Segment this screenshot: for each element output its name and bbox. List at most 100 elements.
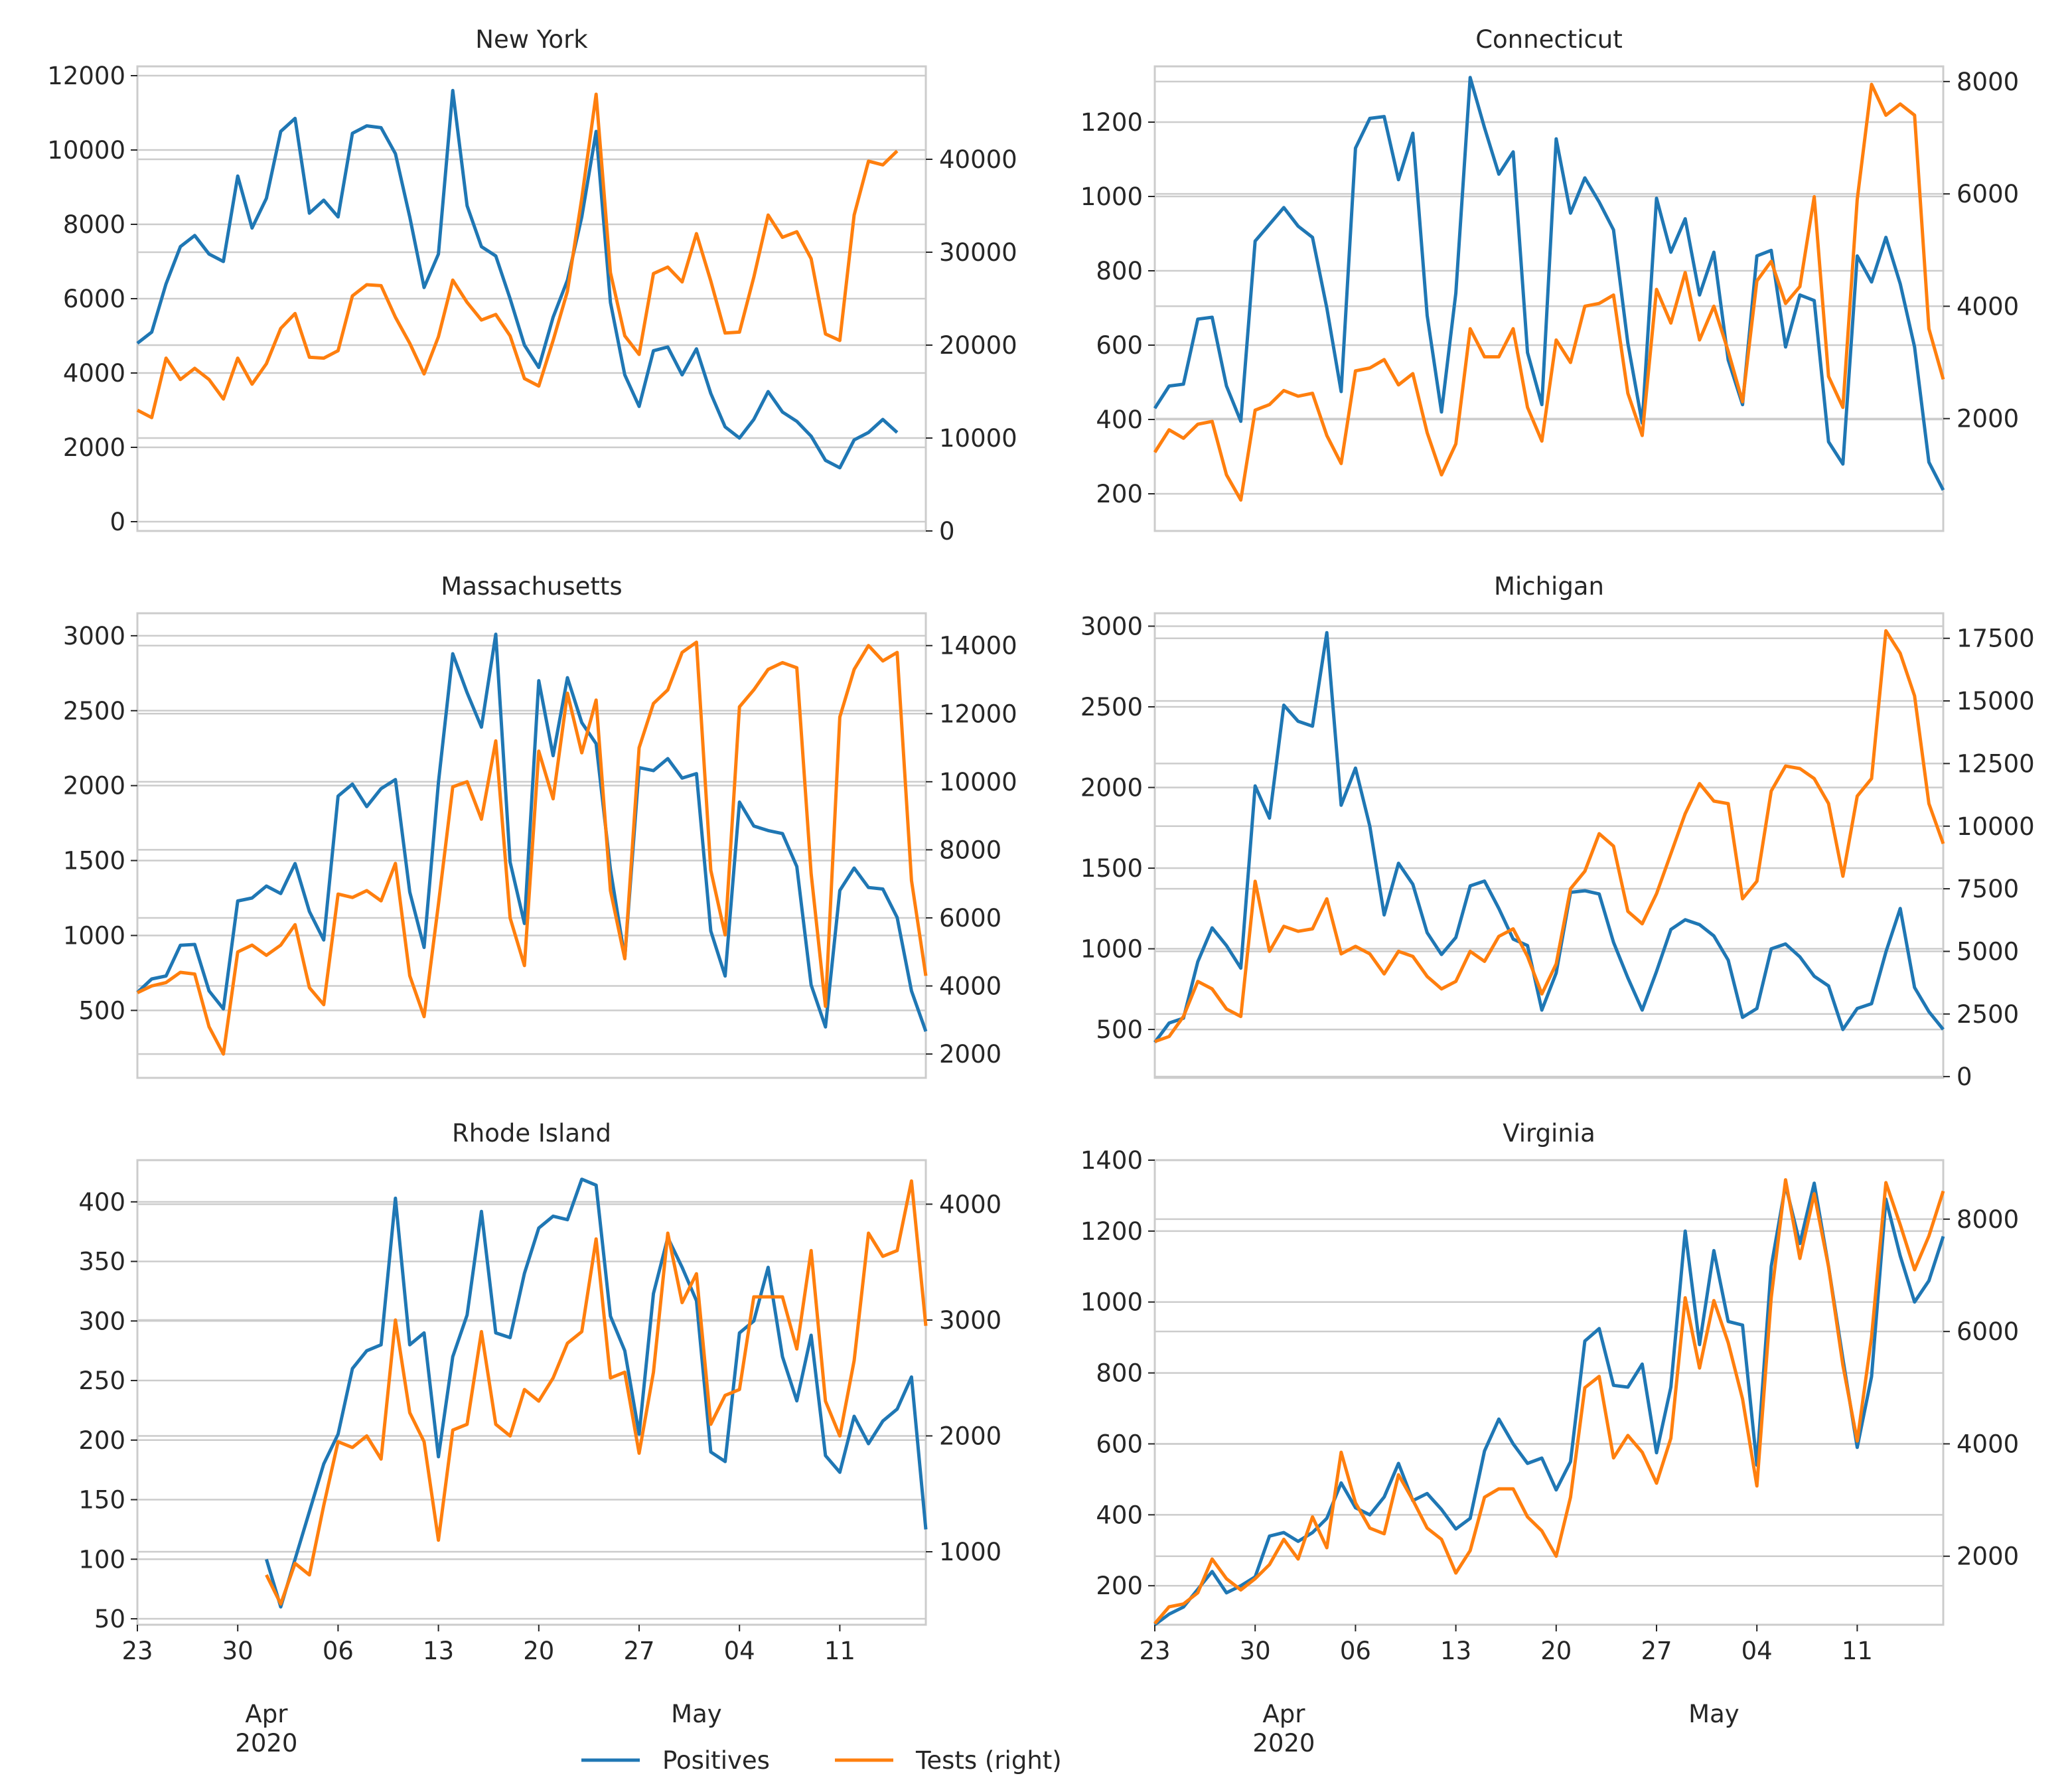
x-tick-label: 13 <box>423 1637 454 1665</box>
y-tick-label: 800 <box>1096 1359 1143 1388</box>
positives-line <box>1153 76 1945 491</box>
series-tests <box>1153 1178 1945 1625</box>
panel-title: Rhode Island <box>452 1119 611 1148</box>
y-right-tick-label: 4000 <box>1957 1430 2019 1458</box>
x-tick-label: 04 <box>724 1637 755 1665</box>
x-tick-label: 13 <box>1440 1637 1471 1665</box>
y-tick-label: 600 <box>1096 1430 1143 1458</box>
y-tick-label: 200 <box>78 1426 125 1455</box>
y-right-tick-label: 5000 <box>1957 937 2019 966</box>
series-positives <box>265 1177 928 1609</box>
x-tick-label: 04 <box>1741 1637 1773 1665</box>
year-label: 2020 <box>235 1729 297 1757</box>
series-positives <box>1153 1181 1945 1627</box>
y-right-tick-label: 40000 <box>939 145 1017 174</box>
y-tick-label: 10000 <box>47 136 125 165</box>
y-tick-label: 1000 <box>1080 935 1143 964</box>
series-positives <box>1153 76 1945 491</box>
y-right-tick-label: 0 <box>939 517 955 546</box>
panel-title: New York <box>475 25 588 54</box>
y-tick-label: 1000 <box>1080 183 1143 211</box>
x-tick-label: 11 <box>1842 1637 1873 1665</box>
y-right-tick-label: 10000 <box>939 424 1017 453</box>
y-tick-label: 400 <box>78 1188 125 1217</box>
y-tick-label: 3000 <box>63 622 125 650</box>
axes-frame <box>1153 612 1945 1079</box>
legend-tests-label: Tests (right) <box>915 1746 1062 1775</box>
y-tick-label: 1000 <box>63 921 125 950</box>
series-tests <box>136 640 928 1056</box>
grid <box>1155 80 1943 495</box>
year-label: 2020 <box>1252 1729 1315 1757</box>
series-tests <box>1154 629 1945 1043</box>
y-tick-label: 2000 <box>63 433 125 462</box>
y-tick-label: 400 <box>1096 1501 1143 1529</box>
y-right-tick-label: 4000 <box>939 972 1001 1001</box>
y-right-tick-label: 1000 <box>939 1538 1001 1566</box>
grid <box>137 74 926 532</box>
y-right-tick-label: 2000 <box>1957 1542 2019 1571</box>
y-right-tick-label: 6000 <box>1957 1317 2019 1346</box>
axes-frame <box>1153 65 1945 532</box>
y-tick-label: 100 <box>78 1545 125 1574</box>
series-positives <box>136 88 899 470</box>
y-tick-label: 2000 <box>63 772 125 800</box>
x-tick-label: 30 <box>1240 1637 1271 1665</box>
axes-frame <box>136 612 927 1079</box>
y-tick-label: 4000 <box>63 359 125 388</box>
y-tick-label: 2500 <box>1080 693 1143 721</box>
tests-line <box>1153 1178 1945 1625</box>
y-tick-label: 1200 <box>1080 1217 1143 1246</box>
panel-title: Connecticut <box>1475 25 1623 54</box>
y-tick-label: 1400 <box>1080 1146 1143 1175</box>
y-tick-label: 50 <box>94 1605 125 1633</box>
panel-connecticut: Connecticut 200 400 600 800 1000 1200 2000 4000… <box>1080 25 2019 532</box>
y-right-tick-label: 0 <box>1957 1063 1972 1091</box>
y-tick-label: 600 <box>1096 331 1143 360</box>
y-tick-label: 12000 <box>47 62 125 90</box>
y-tick-label: 150 <box>78 1486 125 1515</box>
tests-line <box>1154 629 1945 1043</box>
x-tick-label: 23 <box>121 1637 153 1665</box>
x-tick-label: 11 <box>824 1637 855 1665</box>
y-tick-label: 3000 <box>1080 612 1143 640</box>
x-tick-label: 20 <box>523 1637 554 1665</box>
x-tick-label: 20 <box>1540 1637 1572 1665</box>
positives-line <box>265 1177 928 1609</box>
y-right-tick-label: 6000 <box>1957 180 2019 208</box>
y-right-tick-label: 2500 <box>1957 1000 2019 1029</box>
y-right-tick-label: 4000 <box>939 1190 1001 1219</box>
y-tick-label: 8000 <box>63 210 125 239</box>
x-tick-label: 27 <box>1641 1637 1672 1665</box>
y-right-tick-label: 15000 <box>1957 687 2035 715</box>
series-tests <box>136 92 899 419</box>
positives-line <box>1153 1181 1945 1627</box>
y-right-tick-label: 30000 <box>939 238 1017 267</box>
y-right-tick-label: 17500 <box>1957 625 2035 653</box>
y-tick-label: 1500 <box>63 847 125 875</box>
x-tick-label: 06 <box>323 1637 354 1665</box>
y-right-tick-label: 14000 <box>939 632 1017 660</box>
y-right-tick-label: 7500 <box>1957 875 2019 903</box>
panel-title: Massachusetts <box>441 572 622 601</box>
x-tick-label: 30 <box>222 1637 254 1665</box>
y-tick-label: 2500 <box>63 697 125 725</box>
panel-michigan: Michigan 500 1000 1500 2000 2500 3000 0 2500 500… <box>1080 572 2035 1091</box>
y-right-tick-label: 2000 <box>1957 405 2019 433</box>
y-tick-label: 500 <box>1096 1015 1143 1044</box>
y-tick-label: 1000 <box>1080 1288 1143 1317</box>
positives-line <box>136 88 899 470</box>
panel-massachusetts: Massachusetts 500 1000 1500 2000 2500 3000 200… <box>63 572 1017 1079</box>
tests-line <box>1153 82 1945 502</box>
x-tick-label: 06 <box>1340 1637 1371 1665</box>
y-right-tick-label: 2000 <box>939 1422 1001 1450</box>
series-tests <box>265 1179 928 1606</box>
y-right-tick-label: 3000 <box>939 1306 1001 1335</box>
panel-title: Michigan <box>1494 572 1604 601</box>
y-tick-label: 1500 <box>1080 854 1143 883</box>
y-right-tick-label: 12000 <box>939 700 1017 728</box>
y-tick-label: 250 <box>78 1367 125 1395</box>
panel-virginia: Virginia 200 400 600 800 1000 1200 1400 2000 400… <box>1080 1119 2019 1757</box>
positives-line <box>1153 631 1945 1043</box>
